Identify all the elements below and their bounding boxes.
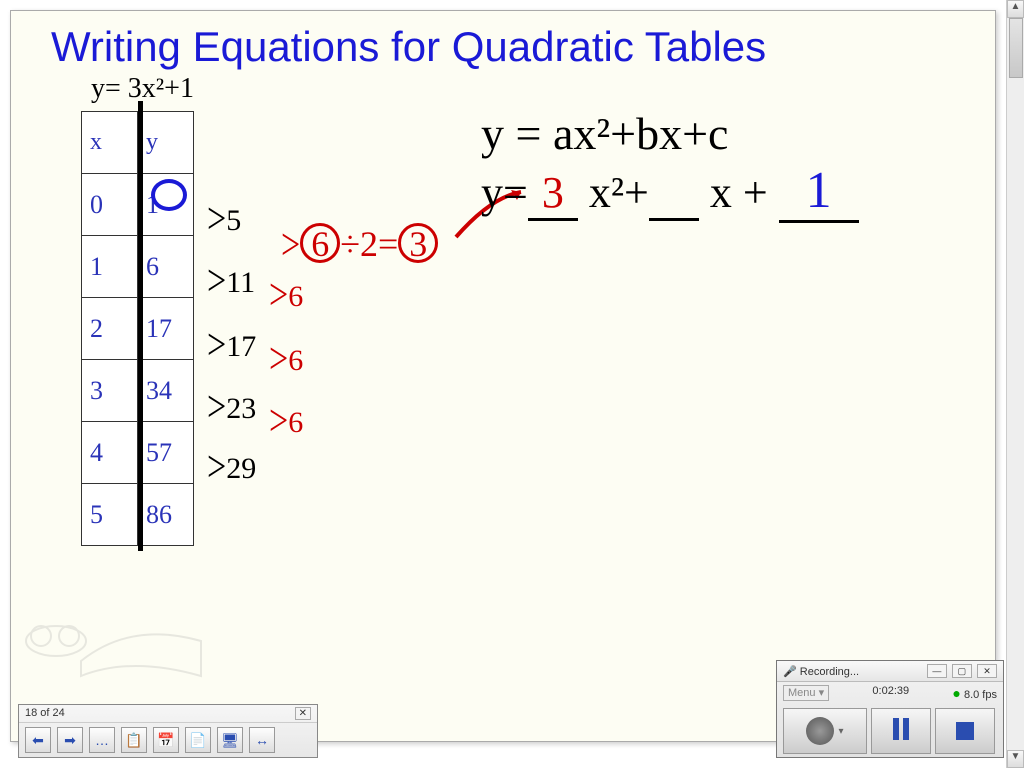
record-icon [806,717,834,745]
calendar-button[interactable]: 📅 [153,727,179,753]
slide-title: Writing Equations for Quadratic Tables [51,23,766,71]
maximize-icon[interactable]: ▢ [952,664,972,678]
second-diff-2: >6 [269,277,303,315]
col-y-header: y [138,112,194,174]
recorder-window[interactable]: 🎤 Recording... — ▢ ✕ Menu ▾ 0:02:39 ● 8.… [776,660,1004,758]
first-diff-5: >29 [207,449,256,487]
second-diff-3: >6 [269,341,303,379]
prev-slide-button[interactable]: ⬅ [25,727,51,753]
pause-icon [891,718,911,745]
vertical-bar [138,101,143,551]
first-diff-4: >23 [207,389,256,427]
more-button[interactable]: … [89,727,115,753]
elapsed-time: 0:02:39 [872,685,909,701]
pause-button[interactable] [871,708,931,754]
fill-in-equation: y=3 x²+ x + 1 [481,161,859,223]
next-slide-button[interactable]: ➡ [57,727,83,753]
fps-label: 8.0 fps [964,689,997,701]
scroll-down-icon[interactable]: ▼ [1007,750,1024,768]
recorder-title: Recording... [800,666,859,678]
second-diff-4: >6 [269,403,303,441]
scroll-thumb[interactable] [1009,18,1023,78]
scroll-up-icon[interactable]: ▲ [1007,0,1024,18]
stop-icon [956,722,974,740]
smartboard-slide: Writing Equations for Quadratic Tables y… [10,10,996,742]
slide-navigator-window[interactable]: 18 of 24 ✕ ⬅ ➡ … 📋 📅 📄 🖥 ↔ [18,704,318,758]
display-button[interactable]: 🖥 [217,727,243,753]
stop-button[interactable] [935,708,995,754]
clipboard-button[interactable]: 📋 [121,727,147,753]
page-button[interactable]: 📄 [185,727,211,753]
division-expression: >6÷2=3 [281,223,438,265]
first-diff-2: >11 [207,263,255,301]
general-form-equation: y = ax²+bx+c [481,107,728,160]
first-diff-1: >5 [207,201,241,239]
book-watermark [11,561,211,681]
menu-dropdown[interactable]: Menu ▾ [783,685,829,701]
close-icon[interactable]: ✕ [977,664,997,678]
minimize-icon[interactable]: — [927,664,947,678]
vertical-scrollbar[interactable]: ▲ ▼ [1006,0,1024,768]
record-button[interactable]: ▾ [783,708,867,754]
slide-counter: 18 of 24 [25,707,65,720]
circle-y-intercept [151,179,187,211]
fit-button[interactable]: ↔ [249,727,275,753]
close-icon[interactable]: ✕ [295,707,311,720]
first-diff-3: >17 [207,327,256,365]
col-x-header: x [82,112,138,174]
